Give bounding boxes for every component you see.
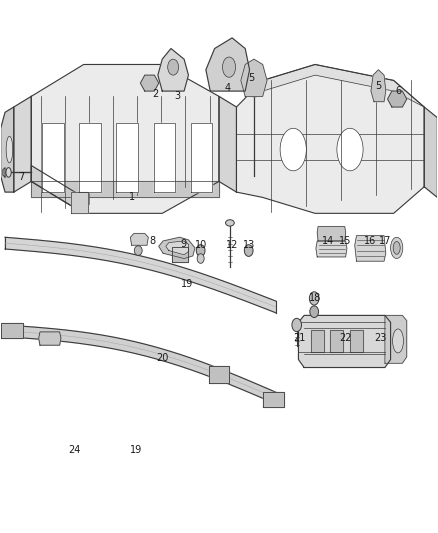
Polygon shape xyxy=(219,96,237,192)
Polygon shape xyxy=(42,123,64,192)
Polygon shape xyxy=(385,316,407,364)
Ellipse shape xyxy=(393,241,400,254)
Polygon shape xyxy=(1,324,22,338)
Ellipse shape xyxy=(134,246,142,255)
Text: 2: 2 xyxy=(152,88,159,99)
Polygon shape xyxy=(350,330,363,352)
Polygon shape xyxy=(330,330,343,352)
Ellipse shape xyxy=(6,136,13,163)
Polygon shape xyxy=(159,237,195,259)
Ellipse shape xyxy=(310,306,318,318)
Text: 7: 7 xyxy=(18,172,25,182)
Text: 17: 17 xyxy=(379,236,391,246)
Text: 4: 4 xyxy=(225,83,231,93)
Ellipse shape xyxy=(244,245,253,256)
Text: 5: 5 xyxy=(249,73,255,83)
Polygon shape xyxy=(141,75,159,91)
Polygon shape xyxy=(316,241,347,257)
Ellipse shape xyxy=(309,292,319,305)
Polygon shape xyxy=(158,49,188,91)
Polygon shape xyxy=(206,38,250,91)
Text: 20: 20 xyxy=(156,353,169,363)
Text: 21: 21 xyxy=(293,333,306,343)
Polygon shape xyxy=(1,107,14,192)
Polygon shape xyxy=(31,165,84,213)
Text: 6: 6 xyxy=(395,86,401,96)
Text: 15: 15 xyxy=(339,236,352,246)
Ellipse shape xyxy=(337,128,363,171)
Polygon shape xyxy=(371,70,386,102)
Ellipse shape xyxy=(168,59,179,75)
Ellipse shape xyxy=(280,128,306,171)
Text: 14: 14 xyxy=(322,236,334,246)
Ellipse shape xyxy=(197,254,204,263)
Polygon shape xyxy=(355,236,386,261)
Polygon shape xyxy=(79,123,101,192)
Text: 8: 8 xyxy=(149,236,155,246)
Polygon shape xyxy=(298,316,391,368)
Ellipse shape xyxy=(226,220,234,226)
Polygon shape xyxy=(172,247,187,262)
Polygon shape xyxy=(191,123,212,192)
Ellipse shape xyxy=(292,318,301,332)
Polygon shape xyxy=(31,64,219,213)
Polygon shape xyxy=(209,367,229,383)
Polygon shape xyxy=(237,64,424,213)
Polygon shape xyxy=(166,241,188,255)
Text: 9: 9 xyxy=(180,239,186,248)
Ellipse shape xyxy=(196,245,205,256)
Polygon shape xyxy=(14,96,31,192)
Polygon shape xyxy=(117,123,138,192)
Text: 16: 16 xyxy=(364,236,376,246)
Polygon shape xyxy=(241,59,267,96)
Polygon shape xyxy=(39,332,61,345)
Polygon shape xyxy=(311,330,324,352)
Text: 23: 23 xyxy=(374,333,387,343)
Polygon shape xyxy=(263,64,424,107)
Text: 19: 19 xyxy=(181,279,194,288)
Text: 13: 13 xyxy=(243,240,255,250)
Polygon shape xyxy=(5,325,280,406)
Polygon shape xyxy=(31,181,219,197)
Polygon shape xyxy=(131,233,148,245)
Text: 24: 24 xyxy=(68,445,80,455)
Polygon shape xyxy=(317,227,346,241)
Ellipse shape xyxy=(223,57,236,77)
Ellipse shape xyxy=(6,167,11,177)
Polygon shape xyxy=(5,237,276,313)
Text: 19: 19 xyxy=(130,445,142,455)
Text: 10: 10 xyxy=(194,240,207,250)
Text: 22: 22 xyxy=(339,333,352,343)
Ellipse shape xyxy=(391,237,403,259)
Polygon shape xyxy=(424,107,437,197)
Text: 1: 1 xyxy=(129,192,135,203)
Polygon shape xyxy=(153,123,175,192)
Ellipse shape xyxy=(392,329,403,353)
Polygon shape xyxy=(263,392,285,407)
Polygon shape xyxy=(3,167,5,177)
Polygon shape xyxy=(71,192,88,213)
Text: 12: 12 xyxy=(226,240,238,250)
Polygon shape xyxy=(388,91,407,107)
Text: 18: 18 xyxy=(309,293,321,303)
Text: 5: 5 xyxy=(375,81,381,91)
Text: 3: 3 xyxy=(174,91,180,101)
